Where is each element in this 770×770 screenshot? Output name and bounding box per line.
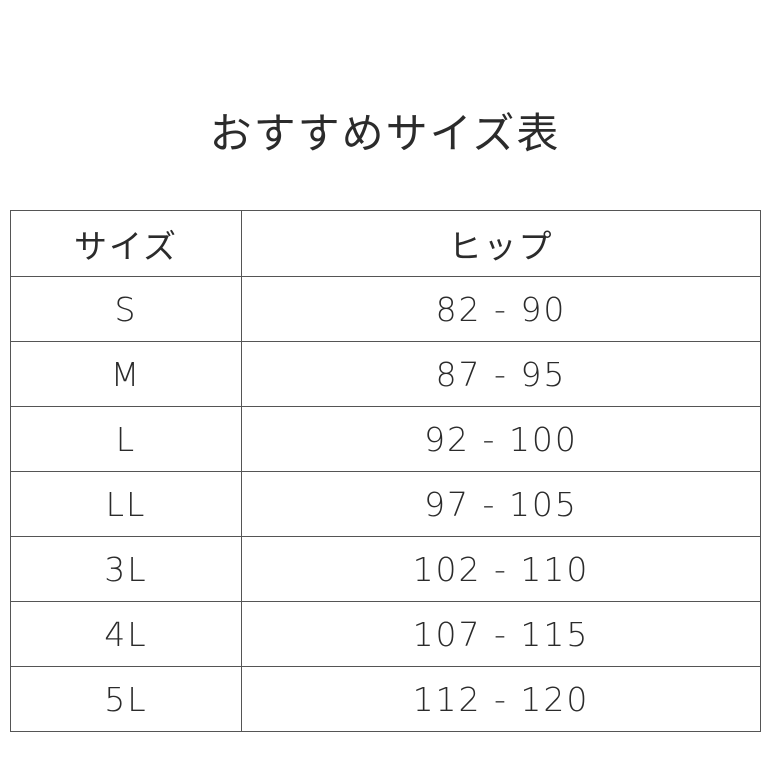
table-row: L 92 - 100: [10, 406, 761, 472]
hip-cell: 102 - 110: [241, 536, 761, 602]
size-cell: S: [10, 276, 242, 342]
table-row: 4L 107 - 115: [10, 601, 761, 667]
page-title: おすすめサイズ表: [209, 109, 561, 158]
hip-cell: 92 - 100: [241, 406, 761, 472]
size-cell: LL: [10, 471, 242, 537]
header-hip: ヒップ: [241, 210, 761, 277]
size-cell: M: [10, 341, 242, 407]
hip-cell: 112 - 120: [241, 666, 761, 732]
size-cell: 5L: [10, 666, 242, 732]
table-row: M 87 - 95: [10, 341, 761, 407]
hip-cell: 87 - 95: [241, 341, 761, 407]
header-size: サイズ: [10, 210, 242, 277]
table-row: LL 97 - 105: [10, 471, 761, 537]
table-row: 5L 112 - 120: [10, 666, 761, 732]
table-row: S 82 - 90: [10, 276, 761, 342]
size-cell: L: [10, 406, 242, 472]
table-row: 3L 102 - 110: [10, 536, 761, 602]
size-cell: 4L: [10, 601, 242, 667]
table-header-row: サイズ ヒップ: [10, 210, 761, 277]
hip-cell: 107 - 115: [241, 601, 761, 667]
hip-cell: 97 - 105: [241, 471, 761, 537]
hip-cell: 82 - 90: [241, 276, 761, 342]
size-cell: 3L: [10, 536, 242, 602]
size-table: サイズ ヒップ S 82 - 90 M 87 - 95 L 92 - 100 LL 97…: [10, 210, 761, 732]
